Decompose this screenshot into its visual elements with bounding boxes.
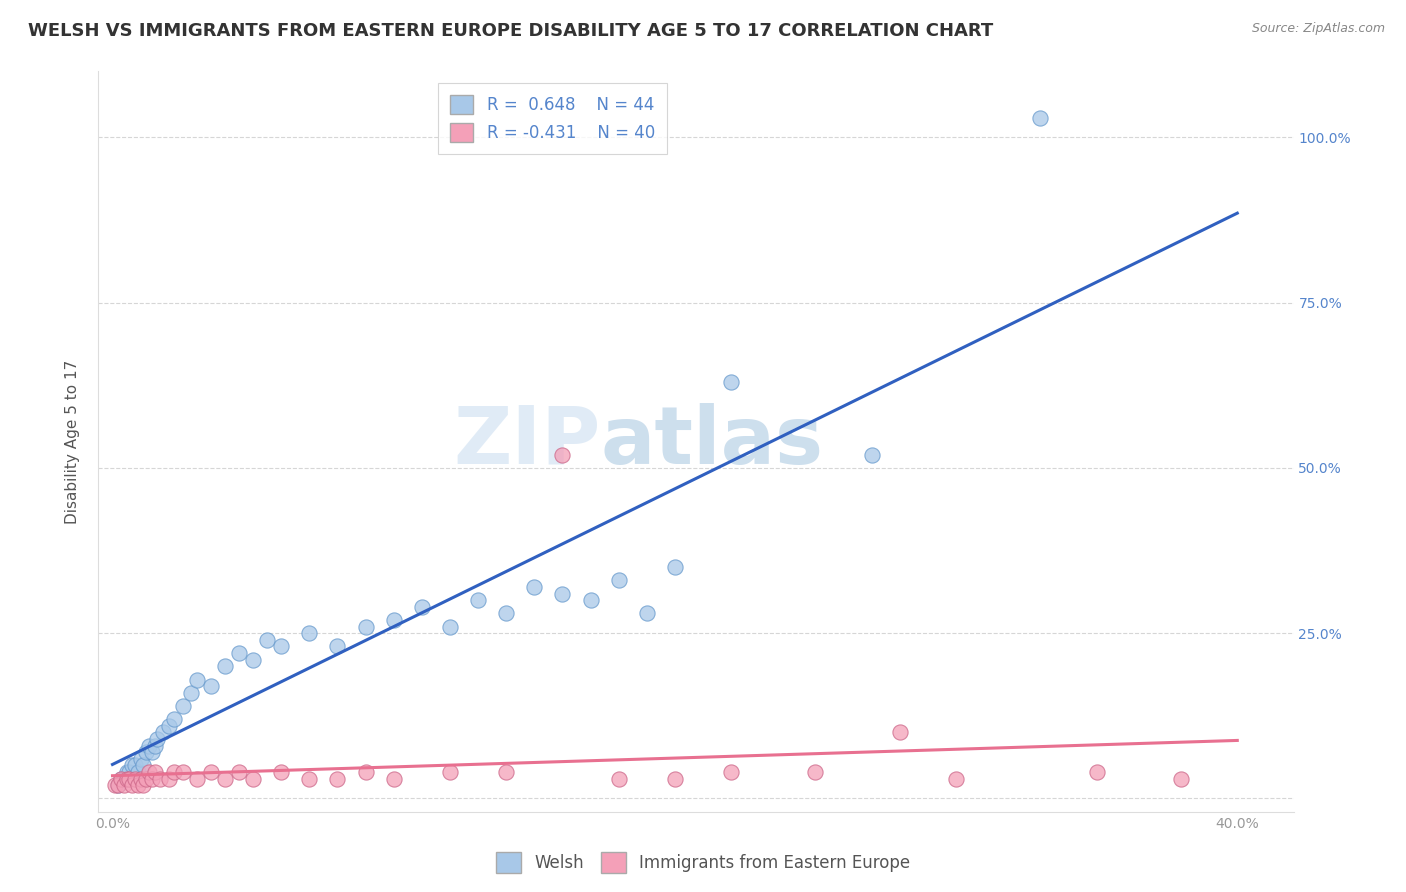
Point [141,745,163,759]
Point [129,752,152,766]
Point [110,772,132,786]
Point [118,772,141,786]
Point [135,745,157,759]
Point [298,626,321,640]
Point [186,772,208,786]
Point [228,646,250,660]
Point [256,632,278,647]
Legend: R =  0.648    N = 44, R = -0.431    N = 40: R = 0.648 N = 44, R = -0.431 N = 40 [439,83,666,153]
Point [146,731,169,746]
Point [382,613,405,627]
Point [607,574,630,588]
Point [382,772,405,786]
Point [129,772,152,786]
Point [112,772,135,786]
Point [107,778,129,792]
Text: atlas: atlas [600,402,824,481]
Point [138,765,160,780]
Point [157,719,180,733]
Point [115,765,138,780]
Point [270,765,292,780]
Point [124,758,146,772]
Point [860,448,883,462]
Point [579,593,602,607]
Point [467,593,489,607]
Point [138,739,160,753]
Point [163,765,186,780]
Point [152,725,174,739]
Point [143,739,166,753]
Point [636,607,658,621]
Point [889,725,911,739]
Point [186,673,208,687]
Point [200,765,222,780]
Point [157,772,180,786]
Point [804,765,827,780]
Point [228,765,250,780]
Point [551,586,574,600]
Point [945,772,967,786]
Point [439,765,461,780]
Point [172,765,194,780]
Y-axis label: Disability Age 5 to 17: Disability Age 5 to 17 [65,359,80,524]
Point [1085,765,1108,780]
Text: ZIP: ZIP [453,402,600,481]
Point [214,772,236,786]
Point [127,778,149,792]
Point [1029,111,1052,125]
Point [720,375,742,389]
Point [664,772,686,786]
Point [495,607,517,621]
Point [107,778,129,792]
Point [180,686,202,700]
Point [607,772,630,786]
Point [121,758,143,772]
Legend: Welsh, Immigrants from Eastern Europe: Welsh, Immigrants from Eastern Europe [489,846,917,880]
Point [149,772,172,786]
Point [127,765,149,780]
Point [242,653,264,667]
Point [214,659,236,673]
Point [523,580,546,594]
Point [112,778,135,792]
Text: WELSH VS IMMIGRANTS FROM EASTERN EUROPE DISABILITY AGE 5 TO 17 CORRELATION CHART: WELSH VS IMMIGRANTS FROM EASTERN EUROPE … [28,22,994,40]
Point [110,772,132,786]
Point [132,778,155,792]
Point [354,620,377,634]
Point [326,640,349,654]
Point [118,765,141,780]
Text: Source: ZipAtlas.com: Source: ZipAtlas.com [1251,22,1385,36]
Point [172,698,194,713]
Point [664,560,686,574]
Point [354,765,377,780]
Point [132,758,155,772]
Point [326,772,349,786]
Point [124,772,146,786]
Point [720,765,742,780]
Point [495,765,517,780]
Point [270,640,292,654]
Point [242,772,264,786]
Point [200,679,222,693]
Point [551,448,574,462]
Point [163,712,186,726]
Point [143,765,166,780]
Point [298,772,321,786]
Point [115,772,138,786]
Point [411,599,433,614]
Point [141,772,163,786]
Point [1170,772,1192,786]
Point [104,778,127,792]
Point [135,772,157,786]
Point [121,778,143,792]
Point [439,620,461,634]
